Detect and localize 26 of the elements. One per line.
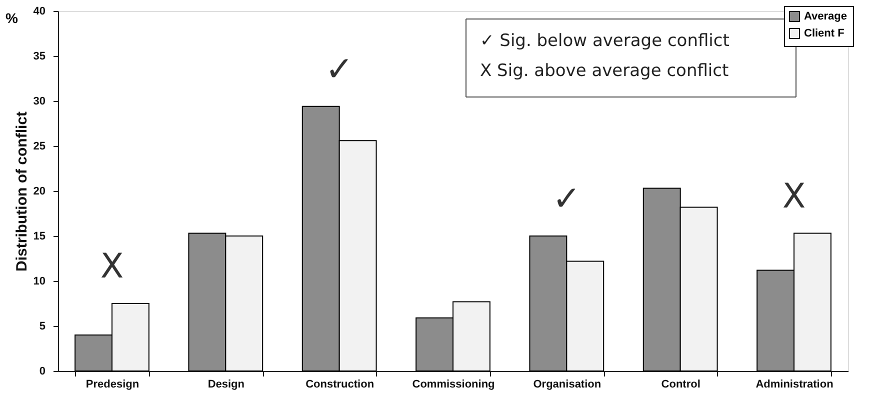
- y-tick-label: 30: [33, 96, 46, 108]
- x-tick-label: Design: [208, 378, 245, 390]
- y-tick-label: 0: [39, 366, 46, 378]
- legend-label: Client F: [804, 28, 845, 40]
- y-tick-label: 10: [33, 276, 46, 288]
- annotation: ✓: [325, 49, 354, 90]
- legend-label: Average: [804, 10, 848, 22]
- annotation: ✓ Sig. below average conflict: [480, 31, 730, 51]
- y-tick-label: 20: [33, 186, 46, 198]
- x-tick-label: Organisation: [533, 378, 602, 390]
- annotation: X: [782, 176, 806, 216]
- y-axis-title: Distribution of conflict: [13, 112, 30, 272]
- y-tick-label: 35: [33, 50, 46, 62]
- x-tick-label: Predesign: [86, 378, 140, 390]
- y-tick-label: 5: [39, 320, 46, 332]
- annotation: X Sig. above average conflict: [480, 61, 729, 81]
- y-tick-label: 25: [33, 140, 46, 152]
- x-tick-label: Construction: [306, 378, 374, 390]
- annotation: X: [100, 246, 124, 286]
- x-tick-label: Administration: [756, 378, 834, 390]
- y-tick-label: 15: [33, 230, 46, 242]
- x-tick-label: Commissioning: [412, 378, 495, 390]
- text: %: [6, 10, 19, 26]
- x-tick-label: Control: [661, 378, 700, 390]
- annotation: ✓: [552, 179, 581, 219]
- y-tick-label: 40: [33, 6, 46, 18]
